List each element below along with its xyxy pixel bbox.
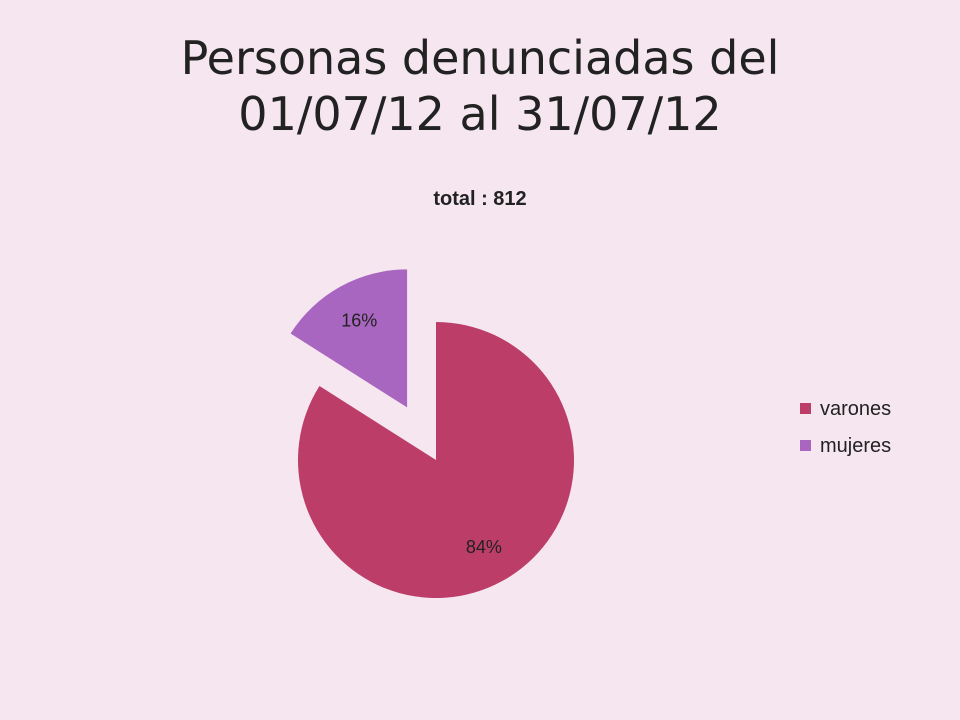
slide-title-line-1: Personas denunciadas del xyxy=(180,31,780,85)
data-label-varones: 84% xyxy=(466,537,502,557)
data-label-mujeres: 16% xyxy=(341,310,377,330)
chart-title: total : 812 xyxy=(433,188,526,210)
legend-label-mujeres: mujeres xyxy=(820,435,891,457)
legend-label-varones: varones xyxy=(820,398,891,420)
legend-swatch-varones xyxy=(800,403,811,414)
slide-title: Personas denunciadas del 01/07/12 al 31/… xyxy=(0,30,960,142)
pie-slices: 84% 16% xyxy=(290,269,574,599)
legend-swatch-mujeres xyxy=(800,440,811,451)
legend: varones mujeres xyxy=(800,398,891,457)
pie-slice-varones xyxy=(298,322,574,599)
pie-slice-mujeres xyxy=(290,269,408,408)
slide-title-line-2: 01/07/12 al 31/07/12 xyxy=(238,87,722,141)
